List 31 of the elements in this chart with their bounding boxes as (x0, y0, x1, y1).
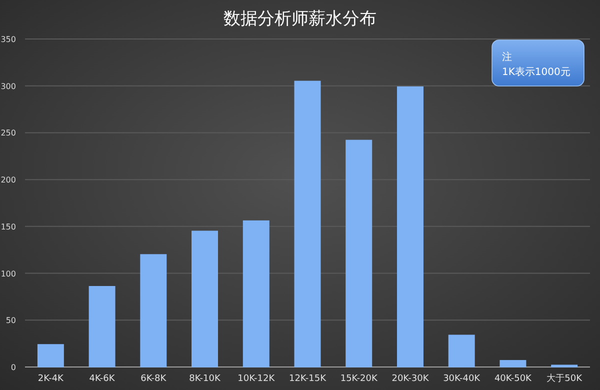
annotation: 注 1K表示1000元 (502, 51, 570, 78)
bar (396, 86, 424, 368)
y-tick-label: 200 (0, 176, 16, 185)
y-tick-label: 350 (0, 35, 16, 44)
bar (37, 344, 64, 368)
y-tick-label: 250 (0, 128, 16, 138)
y-tick-label: 0 (10, 363, 16, 372)
y-tick-label: 300 (0, 82, 16, 91)
x-tick-label: 15K-20K (340, 374, 378, 384)
chart-title: 数据分析师薪水分布 (224, 9, 376, 29)
bar (346, 140, 372, 368)
bar (500, 360, 526, 368)
bar (140, 254, 167, 368)
x-tick-label: 6K-8K (140, 374, 168, 384)
bar (448, 334, 475, 368)
x-tick-label: 20K-30K (392, 374, 430, 384)
x-tick-label: 12K-15K (288, 374, 328, 384)
bar (242, 220, 270, 368)
y-tick-label: 50 (6, 316, 16, 326)
bar (88, 286, 116, 368)
y-tick-label: 100 (0, 269, 16, 278)
x-tick-label: 10K-12K (238, 374, 276, 384)
bar (294, 80, 321, 368)
bar (192, 230, 218, 368)
y-tick-label: 150 (0, 222, 16, 232)
x-tick-label: 30K-40K (443, 374, 482, 384)
x-tick-label: 8K-10K (189, 374, 222, 384)
x-tick-label: 4K-6K (89, 374, 116, 384)
x-tick-label: 40K-50K (494, 374, 533, 384)
x-tick-label: 2K-4K (38, 374, 65, 384)
x-tick-label: 大于50K (546, 373, 584, 384)
